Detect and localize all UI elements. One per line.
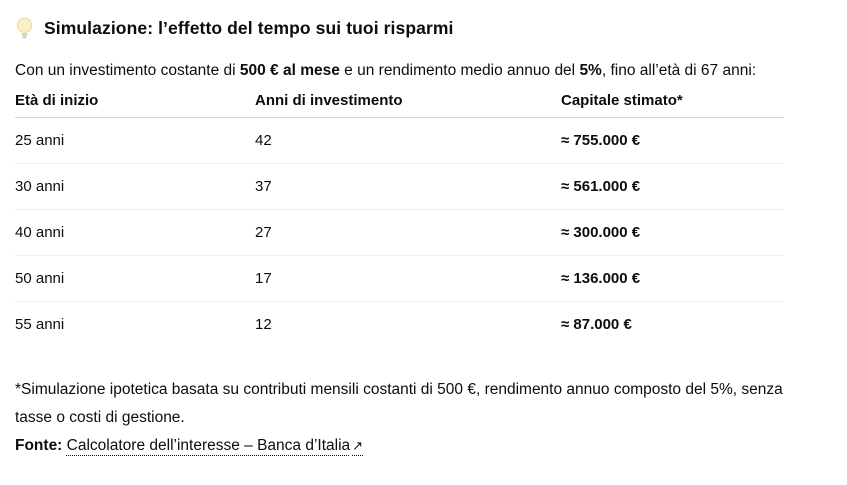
cell-start-age: 55 anni <box>15 316 65 333</box>
intro-text: Con un investimento costante di 500 € al… <box>15 57 777 85</box>
intro-part1: Con un investimento costante di <box>15 62 240 79</box>
cell-years: 12 <box>255 316 272 333</box>
cell-start-age: 50 anni <box>15 255 255 302</box>
page-title: Simulazione: l’effetto del tempo sui tuo… <box>44 17 454 38</box>
simulation-table: Età di inizio Anni di investimento Capit… <box>15 92 784 347</box>
cell-years: 42 <box>255 117 561 164</box>
cell-capital: ≈ 561.000 € <box>561 163 784 210</box>
table-row: 25 anni 42 ≈ 755.000 € <box>15 117 784 164</box>
cell-capital: ≈ 755.000 € <box>561 117 784 164</box>
source-link[interactable]: Calcolatore dell’interesse – Banca d’Ita… <box>67 437 363 454</box>
cell-start-age: 40 anni <box>15 209 255 256</box>
cell-years: 27 <box>255 209 561 256</box>
table-row: 55 anni 12 ≈ 87.000 € <box>15 302 784 348</box>
cell-years: 37 <box>255 163 561 210</box>
intro-part2: e un rendimento medio annuo del <box>339 62 580 79</box>
source-label: Fonte: <box>15 437 63 454</box>
simulation-card: Simulazione: l’effetto del tempo sui tuo… <box>15 17 831 460</box>
table-row: 40 anni 27 ≈ 300.000 € <box>15 209 784 256</box>
table-row: 30 anni 37 ≈ 561.000 € <box>15 163 784 210</box>
source-link-text[interactable]: Calcolatore dell’interesse – Banca d’Ita… <box>66 437 351 454</box>
column-header-capital: Capitale stimato* <box>561 92 784 118</box>
column-header-start-age: Età di inizio <box>15 92 255 118</box>
cell-capital: ≈ 87.000 € <box>561 316 632 333</box>
footnote-text: *Simulazione ipotetica basata su contrib… <box>15 381 783 426</box>
cell-capital: ≈ 300.000 € <box>561 209 784 256</box>
column-header-years: Anni di investimento <box>255 92 561 118</box>
table-row: 50 anni 17 ≈ 136.000 € <box>15 255 784 302</box>
table-header-row: Età di inizio Anni di investimento Capit… <box>15 92 784 118</box>
cell-start-age: 30 anni <box>15 163 255 210</box>
intro-part3: , fino all’età di 67 anni: <box>601 62 757 79</box>
intro-bold-amount: 500 € al mese <box>239 62 340 79</box>
cell-years: 17 <box>255 255 561 302</box>
cell-start-age: 25 anni <box>15 117 255 164</box>
external-link-icon[interactable]: ↗ <box>352 438 364 453</box>
intro-bold-rate: 5% <box>579 62 602 79</box>
cell-capital: ≈ 136.000 € <box>561 255 784 302</box>
source-line: Fonte: Calcolatore dell’interesse – Banc… <box>15 432 831 460</box>
lightbulb-icon <box>15 17 34 39</box>
section-title-row: Simulazione: l’effetto del tempo sui tuo… <box>15 17 831 39</box>
